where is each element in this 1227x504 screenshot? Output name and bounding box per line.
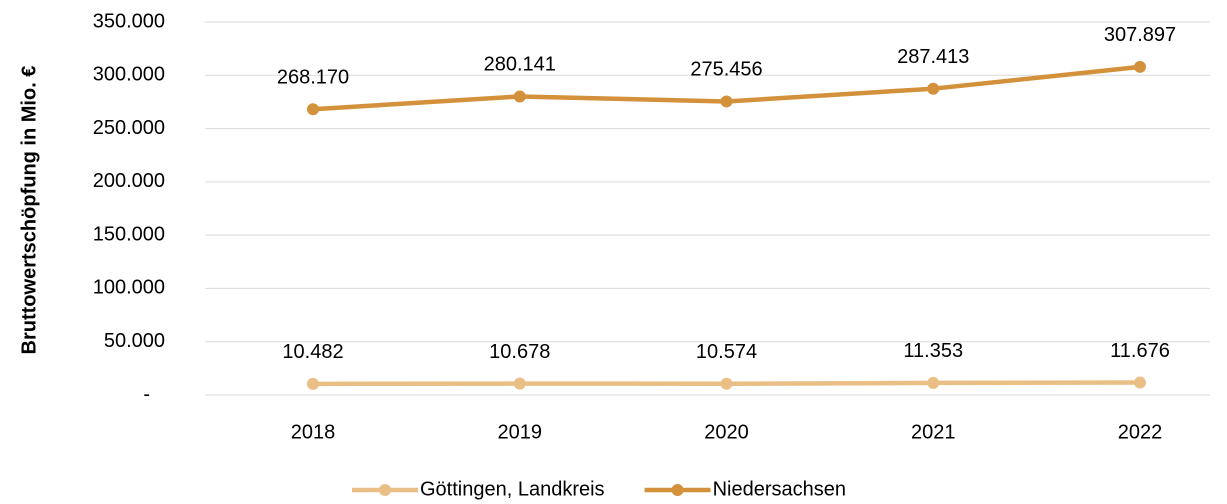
legend-label: Niedersachsen xyxy=(713,478,846,500)
y-axis-title: Bruttowertschöpfung in Mio. € xyxy=(18,66,40,355)
legend-marker xyxy=(379,484,391,496)
data-point xyxy=(927,82,940,95)
x-tick-label: 2020 xyxy=(704,421,749,443)
data-point xyxy=(307,103,319,116)
data-point xyxy=(720,95,733,108)
data-point xyxy=(1134,60,1146,73)
data-label: 10.678 xyxy=(489,341,550,363)
data-label: 10.574 xyxy=(696,341,757,363)
data-label: 287.413 xyxy=(897,46,969,68)
y-tick-label: 200.000 xyxy=(93,170,165,192)
y-tick-label: - xyxy=(143,383,150,405)
x-tick-label: 2022 xyxy=(1118,421,1163,443)
y-tick-label: 300.000 xyxy=(93,64,165,86)
data-point xyxy=(927,376,940,389)
x-tick-label: 2018 xyxy=(291,421,336,443)
data-label: 268.170 xyxy=(277,66,349,88)
y-tick-label: 350.000 xyxy=(93,10,165,32)
data-label: 307.897 xyxy=(1104,24,1176,46)
data-point xyxy=(513,90,526,103)
y-tick-label: 250.000 xyxy=(93,117,165,139)
data-point xyxy=(1134,376,1146,389)
legend-label: Göttingen, Landkreis xyxy=(420,478,605,500)
data-label: 280.141 xyxy=(484,54,556,76)
data-label: 10.482 xyxy=(282,341,343,363)
data-point xyxy=(720,377,733,390)
x-tick-label: 2021 xyxy=(911,421,956,443)
data-point xyxy=(513,377,526,390)
data-label: 11.353 xyxy=(903,340,963,362)
data-label: 11.676 xyxy=(1110,340,1170,362)
y-tick-label: 150.000 xyxy=(93,223,165,245)
data-point xyxy=(307,377,319,390)
y-tick-label: 50.000 xyxy=(104,330,165,352)
data-label: 275.456 xyxy=(690,59,762,81)
legend-marker xyxy=(671,484,684,496)
y-tick-label: 100.000 xyxy=(93,277,165,299)
x-tick-label: 2019 xyxy=(498,421,543,443)
